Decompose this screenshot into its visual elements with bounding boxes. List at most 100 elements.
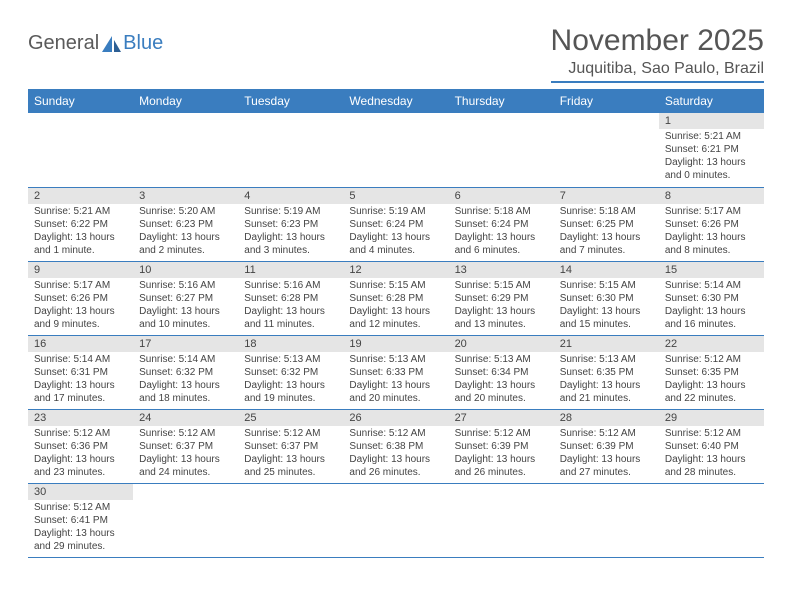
calendar-week-row: 9Sunrise: 5:17 AMSunset: 6:26 PMDaylight… — [28, 261, 764, 335]
calendar-day-cell: 5Sunrise: 5:19 AMSunset: 6:24 PMDaylight… — [343, 187, 448, 261]
calendar-day-cell: 10Sunrise: 5:16 AMSunset: 6:27 PMDayligh… — [133, 261, 238, 335]
day-number: 14 — [554, 262, 659, 278]
calendar-day-cell: 24Sunrise: 5:12 AMSunset: 6:37 PMDayligh… — [133, 409, 238, 483]
day-details: Sunrise: 5:12 AMSunset: 6:39 PMDaylight:… — [554, 426, 659, 482]
day-number: 27 — [449, 410, 554, 426]
day-details: Sunrise: 5:12 AMSunset: 6:36 PMDaylight:… — [28, 426, 133, 482]
calendar-day-cell — [238, 113, 343, 187]
day-number: 19 — [343, 336, 448, 352]
calendar-day-cell: 14Sunrise: 5:15 AMSunset: 6:30 PMDayligh… — [554, 261, 659, 335]
day-details: Sunrise: 5:18 AMSunset: 6:24 PMDaylight:… — [449, 204, 554, 260]
day-number: 16 — [28, 336, 133, 352]
day-details: Sunrise: 5:18 AMSunset: 6:25 PMDaylight:… — [554, 204, 659, 260]
day-details: Sunrise: 5:15 AMSunset: 6:29 PMDaylight:… — [449, 278, 554, 334]
calendar-day-cell: 30Sunrise: 5:12 AMSunset: 6:41 PMDayligh… — [28, 483, 133, 557]
day-details: Sunrise: 5:17 AMSunset: 6:26 PMDaylight:… — [659, 204, 764, 260]
calendar-table: Sunday Monday Tuesday Wednesday Thursday… — [28, 89, 764, 558]
calendar-day-cell — [238, 483, 343, 557]
day-details: Sunrise: 5:14 AMSunset: 6:31 PMDaylight:… — [28, 352, 133, 408]
calendar-day-cell — [343, 113, 448, 187]
day-details: Sunrise: 5:12 AMSunset: 6:37 PMDaylight:… — [238, 426, 343, 482]
day-details: Sunrise: 5:14 AMSunset: 6:30 PMDaylight:… — [659, 278, 764, 334]
calendar-week-row: 23Sunrise: 5:12 AMSunset: 6:36 PMDayligh… — [28, 409, 764, 483]
day-number: 22 — [659, 336, 764, 352]
calendar-day-cell: 11Sunrise: 5:16 AMSunset: 6:28 PMDayligh… — [238, 261, 343, 335]
calendar-day-cell — [343, 483, 448, 557]
calendar-day-cell: 16Sunrise: 5:14 AMSunset: 6:31 PMDayligh… — [28, 335, 133, 409]
logo-sail-icon — [101, 35, 123, 53]
day-details: Sunrise: 5:12 AMSunset: 6:39 PMDaylight:… — [449, 426, 554, 482]
calendar-day-cell: 19Sunrise: 5:13 AMSunset: 6:33 PMDayligh… — [343, 335, 448, 409]
day-number: 23 — [28, 410, 133, 426]
title-block: November 2025 Juquitiba, Sao Paulo, Braz… — [551, 24, 764, 83]
day-details: Sunrise: 5:19 AMSunset: 6:24 PMDaylight:… — [343, 204, 448, 260]
day-number: 29 — [659, 410, 764, 426]
calendar-week-row: 16Sunrise: 5:14 AMSunset: 6:31 PMDayligh… — [28, 335, 764, 409]
day-number: 15 — [659, 262, 764, 278]
day-number: 4 — [238, 188, 343, 204]
logo: General Blue — [28, 32, 163, 55]
day-details: Sunrise: 5:14 AMSunset: 6:32 PMDaylight:… — [133, 352, 238, 408]
calendar-day-cell: 4Sunrise: 5:19 AMSunset: 6:23 PMDaylight… — [238, 187, 343, 261]
day-number: 3 — [133, 188, 238, 204]
weekday-header: Wednesday — [343, 89, 448, 113]
calendar-day-cell: 7Sunrise: 5:18 AMSunset: 6:25 PMDaylight… — [554, 187, 659, 261]
day-number: 28 — [554, 410, 659, 426]
calendar-day-cell: 9Sunrise: 5:17 AMSunset: 6:26 PMDaylight… — [28, 261, 133, 335]
day-number: 11 — [238, 262, 343, 278]
calendar-day-cell — [554, 113, 659, 187]
day-details: Sunrise: 5:13 AMSunset: 6:35 PMDaylight:… — [554, 352, 659, 408]
day-details: Sunrise: 5:20 AMSunset: 6:23 PMDaylight:… — [133, 204, 238, 260]
day-number: 24 — [133, 410, 238, 426]
day-details: Sunrise: 5:15 AMSunset: 6:28 PMDaylight:… — [343, 278, 448, 334]
calendar-day-cell: 12Sunrise: 5:15 AMSunset: 6:28 PMDayligh… — [343, 261, 448, 335]
day-number: 21 — [554, 336, 659, 352]
calendar-day-cell: 18Sunrise: 5:13 AMSunset: 6:32 PMDayligh… — [238, 335, 343, 409]
day-number: 7 — [554, 188, 659, 204]
day-number: 13 — [449, 262, 554, 278]
day-details: Sunrise: 5:21 AMSunset: 6:21 PMDaylight:… — [659, 129, 764, 185]
day-details: Sunrise: 5:19 AMSunset: 6:23 PMDaylight:… — [238, 204, 343, 260]
day-number: 30 — [28, 484, 133, 500]
day-details: Sunrise: 5:12 AMSunset: 6:41 PMDaylight:… — [28, 500, 133, 556]
weekday-header: Thursday — [449, 89, 554, 113]
calendar-day-cell — [659, 483, 764, 557]
day-number: 1 — [659, 113, 764, 129]
weekday-header: Friday — [554, 89, 659, 113]
day-details: Sunrise: 5:15 AMSunset: 6:30 PMDaylight:… — [554, 278, 659, 334]
calendar-day-cell: 20Sunrise: 5:13 AMSunset: 6:34 PMDayligh… — [449, 335, 554, 409]
day-details: Sunrise: 5:13 AMSunset: 6:34 PMDaylight:… — [449, 352, 554, 408]
calendar-day-cell: 21Sunrise: 5:13 AMSunset: 6:35 PMDayligh… — [554, 335, 659, 409]
calendar-day-cell: 28Sunrise: 5:12 AMSunset: 6:39 PMDayligh… — [554, 409, 659, 483]
day-details: Sunrise: 5:16 AMSunset: 6:28 PMDaylight:… — [238, 278, 343, 334]
calendar-day-cell: 15Sunrise: 5:14 AMSunset: 6:30 PMDayligh… — [659, 261, 764, 335]
day-details: Sunrise: 5:12 AMSunset: 6:37 PMDaylight:… — [133, 426, 238, 482]
day-details: Sunrise: 5:12 AMSunset: 6:38 PMDaylight:… — [343, 426, 448, 482]
weekday-header: Sunday — [28, 89, 133, 113]
day-number: 8 — [659, 188, 764, 204]
header: General Blue November 2025 Juquitiba, Sa… — [28, 24, 764, 83]
calendar-week-row: 30Sunrise: 5:12 AMSunset: 6:41 PMDayligh… — [28, 483, 764, 557]
calendar-day-cell: 29Sunrise: 5:12 AMSunset: 6:40 PMDayligh… — [659, 409, 764, 483]
day-details: Sunrise: 5:21 AMSunset: 6:22 PMDaylight:… — [28, 204, 133, 260]
logo-text-2: Blue — [123, 32, 163, 55]
day-number: 20 — [449, 336, 554, 352]
day-details: Sunrise: 5:17 AMSunset: 6:26 PMDaylight:… — [28, 278, 133, 334]
calendar-day-cell: 6Sunrise: 5:18 AMSunset: 6:24 PMDaylight… — [449, 187, 554, 261]
day-details: Sunrise: 5:12 AMSunset: 6:40 PMDaylight:… — [659, 426, 764, 482]
day-number: 9 — [28, 262, 133, 278]
month-title: November 2025 — [551, 24, 764, 58]
day-number: 17 — [133, 336, 238, 352]
calendar-day-cell: 17Sunrise: 5:14 AMSunset: 6:32 PMDayligh… — [133, 335, 238, 409]
day-number: 12 — [343, 262, 448, 278]
calendar-day-cell: 8Sunrise: 5:17 AMSunset: 6:26 PMDaylight… — [659, 187, 764, 261]
calendar-week-row: 2Sunrise: 5:21 AMSunset: 6:22 PMDaylight… — [28, 187, 764, 261]
calendar-day-cell: 25Sunrise: 5:12 AMSunset: 6:37 PMDayligh… — [238, 409, 343, 483]
calendar-week-row: 1Sunrise: 5:21 AMSunset: 6:21 PMDaylight… — [28, 113, 764, 187]
day-number: 18 — [238, 336, 343, 352]
day-details: Sunrise: 5:12 AMSunset: 6:35 PMDaylight:… — [659, 352, 764, 408]
calendar-day-cell: 13Sunrise: 5:15 AMSunset: 6:29 PMDayligh… — [449, 261, 554, 335]
calendar-day-cell: 27Sunrise: 5:12 AMSunset: 6:39 PMDayligh… — [449, 409, 554, 483]
logo-text-1: General — [28, 32, 99, 55]
calendar-day-cell: 2Sunrise: 5:21 AMSunset: 6:22 PMDaylight… — [28, 187, 133, 261]
